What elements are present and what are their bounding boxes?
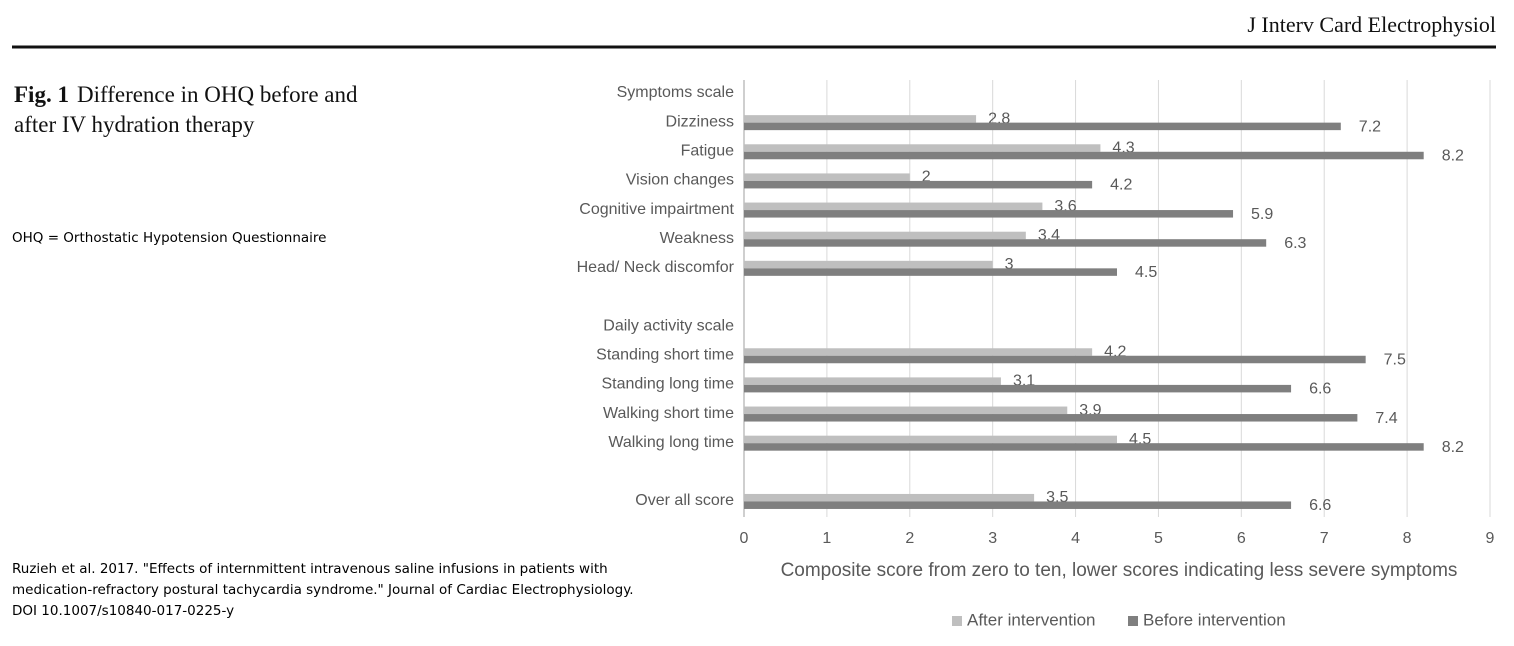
y-tick-label: Weakness [660,230,734,247]
caption-text: Difference in OHQ before and after IV hy… [14,82,358,137]
x-tick-label: 3 [988,530,997,547]
bar [744,443,1424,451]
bar [744,173,910,181]
bar [744,180,1093,189]
legend-label: After intervention [967,610,1096,629]
x-tick-label: 5 [1154,530,1163,547]
y-tick-label: Standing short time [596,346,734,363]
y-tick-label: Over all score [635,492,734,509]
y-tick-label: Cognitive impairtment [579,201,734,218]
x-tick-label: 7 [1320,530,1329,547]
y-tick-label: Walking long time [608,434,734,451]
citation-line: Ruzieh et al. 2017. "Effects of internmi… [12,561,608,577]
data-label: 7.2 [1359,118,1381,135]
legend-swatch [1128,616,1138,626]
y-tick-label: Fatigue [681,142,734,159]
data-label: 4.5 [1135,264,1157,281]
data-label: 7.4 [1375,410,1397,427]
y-tick-label: Symptoms scale [617,84,734,101]
citation: Ruzieh et al. 2017. "Effects of internmi… [12,559,634,622]
data-label: 4.2 [1110,177,1132,194]
bar [744,501,1292,509]
bar [744,231,1026,240]
y-tick-label: Head/ Neck discomfor [577,259,735,276]
bar [744,151,1424,160]
bar [744,210,1234,218]
x-tick-label: 1 [822,530,831,547]
bar [744,202,1043,211]
data-label: 6.6 [1309,497,1331,514]
note: OHQ = Orthostatic Hypotension Questionna… [12,230,327,246]
bar [744,493,1035,502]
bar [744,348,1093,356]
bar [744,435,1117,444]
citation-line: medication-refractory postural tachycard… [12,582,634,598]
data-label: 8.2 [1442,147,1464,164]
data-label: 7.5 [1384,351,1406,368]
bar [744,414,1358,422]
data-label: 3 [1005,256,1014,273]
y-tick-label: Vision changes [626,172,734,189]
x-tick-label: 2 [905,530,914,547]
journal-header: J Interv Card Electrophysiol [1247,12,1496,37]
citation-line: DOI 10.1007/s10840-017-0225-y [12,603,235,619]
bar [744,122,1341,131]
data-label: 6.6 [1309,381,1331,398]
data-label: 5.9 [1251,206,1273,223]
data-label: 2 [922,169,931,186]
bar [744,355,1366,364]
bar [744,377,1001,385]
bar [744,406,1068,415]
figure-label: Fig. 1 [14,82,69,107]
bar [744,115,977,123]
y-tick-label: Walking short time [603,405,734,422]
bar [744,268,1117,276]
data-label: 6.3 [1284,235,1306,252]
figure-caption: Fig. 1 Difference in OHQ before and after… [14,80,359,140]
legend-swatch [952,616,962,626]
legend-label: Before intervention [1143,610,1286,629]
x-axis-label: Composite score from zero to ten, lower … [781,560,1458,581]
bar [744,260,993,269]
y-tick-label: Standing long time [601,376,734,393]
x-tick-label: 6 [1237,530,1246,547]
x-tick-label: 9 [1486,530,1495,547]
bar [744,384,1292,393]
x-tick-label: 8 [1403,530,1412,547]
y-tick-label: Dizziness [666,113,734,130]
y-tick-label: Daily activity scale [603,317,734,334]
bar [744,239,1267,247]
bar [744,144,1101,152]
x-tick-label: 4 [1071,530,1080,547]
data-label: 8.2 [1442,439,1464,456]
x-tick-label: 0 [740,530,749,547]
